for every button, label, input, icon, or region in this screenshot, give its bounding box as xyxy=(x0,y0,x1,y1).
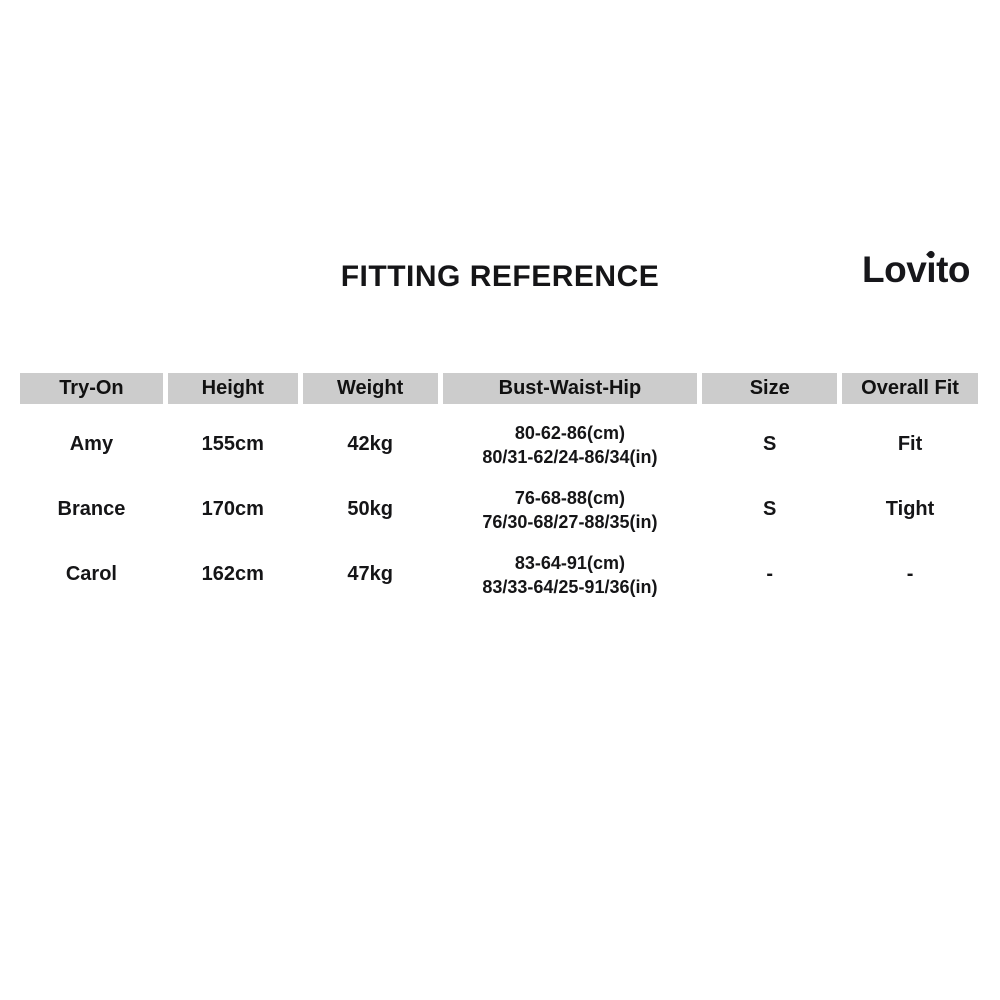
cell-size: - xyxy=(766,563,774,585)
table-row: Carol 162cm 47kg 83-64-91(cm) 83/33-64/2… xyxy=(20,542,978,607)
column-header-size: Size xyxy=(702,373,838,404)
column-header-height: Height xyxy=(167,373,298,404)
cell-height: 170cm xyxy=(201,498,264,520)
bust-waist-hip-cm: 80-62-86(cm) xyxy=(514,422,625,443)
logo-text-suffix: to xyxy=(936,249,970,290)
cell-try-on: Brance xyxy=(57,498,126,520)
cell-height: 155cm xyxy=(201,433,264,455)
cell-try-on: Amy xyxy=(69,433,114,455)
cell-weight: 50kg xyxy=(347,498,393,520)
bust-waist-hip-cm: 83-64-91(cm) xyxy=(514,552,625,573)
logo-i-stem: ı xyxy=(926,249,937,290)
page-title: FITTING REFERENCE xyxy=(340,260,660,293)
table-body: Amy 155cm 42kg 80-62-86(cm) 80/31-62/24-… xyxy=(20,412,978,607)
table-row: Brance 170cm 50kg 76-68-88(cm) 76/30-68/… xyxy=(20,477,978,542)
column-header-overall-fit: Overall Fit xyxy=(842,373,978,404)
column-header-try-on: Try-On xyxy=(20,373,163,404)
lovito-logo: Lov ıto xyxy=(862,249,970,290)
bust-waist-hip-in: 80/31-62/24-86/34(in) xyxy=(482,446,658,467)
table-row: Amy 155cm 42kg 80-62-86(cm) 80/31-62/24-… xyxy=(20,412,978,477)
column-header-weight: Weight xyxy=(302,373,438,404)
cell-weight: 47kg xyxy=(347,563,393,585)
table-header-row: Try-On Height Weight Bust-Waist-Hip Size… xyxy=(20,373,978,404)
cell-bust-waist-hip: 80-62-86(cm) 80/31-62/24-86/34(in) xyxy=(443,412,698,477)
logo-letter-i: ı xyxy=(926,249,937,290)
cell-bust-waist-hip: 76-68-88(cm) 76/30-68/27-88/35(in) xyxy=(443,477,698,542)
cell-try-on: Carol xyxy=(65,563,117,585)
cell-overall-fit: Fit xyxy=(897,433,923,455)
column-header-bust-waist-hip: Bust-Waist-Hip xyxy=(442,373,698,404)
bust-waist-hip-in: 76/30-68/27-88/35(in) xyxy=(482,511,658,532)
cell-height: 162cm xyxy=(201,563,264,585)
cell-bust-waist-hip: 83-64-91(cm) 83/33-64/25-91/36(in) xyxy=(443,542,698,607)
bust-waist-hip-cm: 76-68-88(cm) xyxy=(514,487,625,508)
cell-overall-fit: Tight xyxy=(885,498,935,520)
cell-weight: 42kg xyxy=(347,433,393,455)
bust-waist-hip-in: 83/33-64/25-91/36(in) xyxy=(482,576,658,597)
page-header: FITTING REFERENCE Lov ıto xyxy=(0,0,1000,340)
cell-overall-fit: - xyxy=(906,563,914,585)
cell-size: S xyxy=(763,498,777,520)
cell-size: S xyxy=(763,433,777,455)
logo-text-prefix: Lov xyxy=(862,249,927,290)
fitting-reference-table: Try-On Height Weight Bust-Waist-Hip Size… xyxy=(20,373,978,607)
